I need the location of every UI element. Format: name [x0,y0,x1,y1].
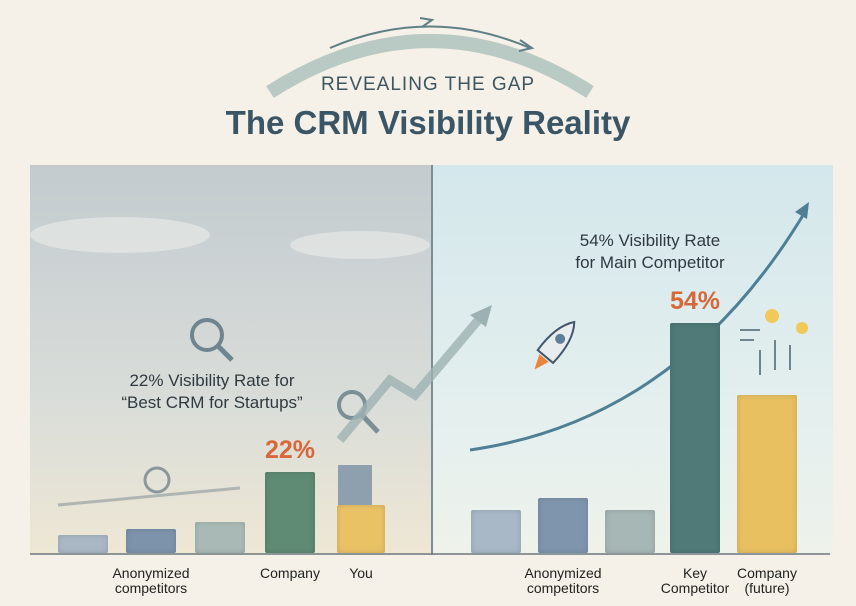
x-tick-label: Key Competitor [660,565,730,596]
bar [471,510,521,553]
annotation: 22% Visibility Rate for [129,371,295,390]
value-label: 54% [669,286,721,315]
bar [337,504,385,553]
x-tick-label: Anonymized competitors [112,565,190,596]
annotation: “Best CRM for Startups” [121,393,303,412]
x-tick-label: Company [260,565,320,581]
annotation: 54% Visibility Rate [579,231,721,250]
value-label: 22% [264,435,316,464]
bar [265,471,315,553]
bar [195,521,245,553]
annotation: for Main Competitor [575,253,725,272]
bar [737,395,797,553]
bar [126,528,176,553]
kicker: REVEALING THE GAP [320,74,536,95]
bar [58,534,108,553]
bar [538,497,588,553]
x-tick-label: Anonymized competitors [524,565,602,596]
bar [670,322,720,553]
x-tick-label: Company (future) [737,565,797,596]
x-tick-label: You [349,565,373,581]
title: The CRM Visibility Reality [225,104,631,141]
bar [605,510,655,553]
